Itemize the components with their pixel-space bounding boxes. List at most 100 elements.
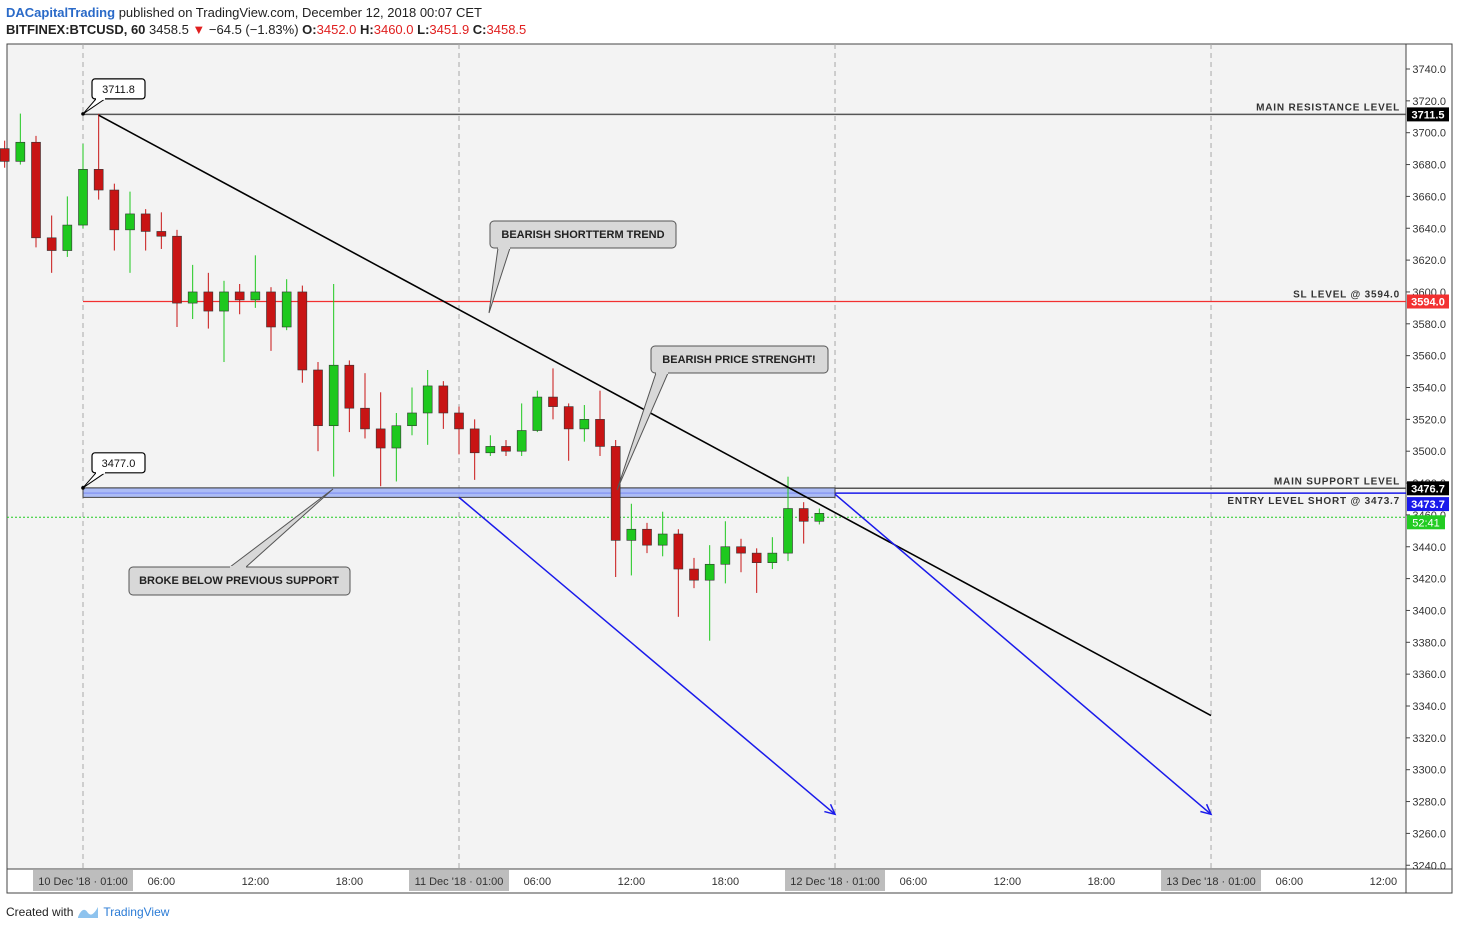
candle-body: [31, 141, 41, 239]
bearish-candle[interactable]: [140, 209, 151, 251]
open-value: 3452.0: [316, 22, 357, 37]
bearish-candle[interactable]: [454, 406, 464, 455]
candle-body: [203, 291, 214, 312]
bearish-candle[interactable]: [297, 285, 308, 383]
arrow-head-icon: [824, 803, 837, 816]
y-tick-label: 3500.0: [1412, 446, 1446, 458]
bullish-candle[interactable]: [767, 537, 778, 570]
bearish-candle[interactable]: [673, 529, 684, 617]
bearish-candle[interactable]: [469, 419, 480, 480]
candlesticks[interactable]: [0, 113, 825, 641]
callout-bearish-price-strength[interactable]: BEARISH PRICE STRENGHT!: [616, 345, 829, 491]
candle-body: [140, 213, 151, 232]
bullish-candle[interactable]: [783, 476, 793, 562]
price-marker[interactable]: 3477.0: [81, 452, 146, 490]
trend-lines[interactable]: [98, 114, 1213, 816]
candle-body: [297, 291, 308, 371]
bearish-candle[interactable]: [46, 215, 57, 273]
candle-body: [78, 169, 88, 226]
tradingview-link[interactable]: TradingView: [103, 905, 170, 919]
candle-body: [626, 528, 637, 541]
projection-arrow-1[interactable]: [458, 496, 836, 815]
price-axis[interactable]: [1406, 44, 1452, 869]
bullish-candle[interactable]: [704, 545, 715, 641]
candle-body: [532, 396, 543, 431]
bearish-candle[interactable]: [156, 212, 167, 249]
candle-body: [187, 291, 198, 304]
bearish-candle[interactable]: [548, 368, 558, 420]
candle-body: [391, 425, 402, 449]
x-tick-label: 06:00: [1276, 876, 1304, 888]
projection-arrow-2[interactable]: [834, 493, 1212, 815]
bullish-candle[interactable]: [516, 403, 527, 456]
bullish-candle[interactable]: [125, 191, 135, 273]
bullish-candle[interactable]: [15, 113, 26, 165]
bearish-candle[interactable]: [266, 287, 276, 351]
candle-body: [485, 446, 496, 454]
x-tick-label: 12:00: [618, 876, 646, 888]
bullish-candle[interactable]: [720, 521, 731, 584]
price-marker[interactable]: 3711.8: [81, 78, 146, 116]
bearish-candle[interactable]: [109, 183, 120, 251]
bearish-candle[interactable]: [375, 392, 386, 487]
created-with-text: Created with: [6, 905, 74, 919]
bearish-candle[interactable]: [0, 140, 10, 168]
bullish-candle[interactable]: [485, 435, 496, 456]
candle-body: [250, 291, 261, 301]
bullish-candle[interactable]: [657, 511, 668, 557]
candle-body: [814, 513, 825, 522]
bullish-candle[interactable]: [814, 508, 825, 525]
bearish-candle[interactable]: [563, 403, 574, 461]
author-link[interactable]: DACapitalTrading: [6, 5, 116, 20]
published-text: published on TradingView.com, December 1…: [118, 5, 482, 20]
open-label: O:: [302, 22, 317, 37]
bearish-trend-line[interactable]: [98, 114, 1212, 717]
bearish-candle[interactable]: [172, 229, 182, 327]
bearish-candle[interactable]: [689, 557, 699, 589]
candle-body: [125, 213, 135, 231]
bullish-candle[interactable]: [219, 280, 229, 363]
price-tag-main-resistance: [1407, 107, 1449, 122]
candle-body: [673, 533, 684, 570]
support-zone[interactable]: [82, 487, 836, 498]
bearish-candle[interactable]: [344, 360, 355, 433]
bearish-candle[interactable]: [610, 440, 621, 578]
bearish-candle[interactable]: [736, 538, 746, 573]
down-arrow-icon: ▼: [192, 22, 206, 37]
bearish-candle[interactable]: [438, 381, 449, 429]
price-markers[interactable]: 3711.8 3477.0: [81, 78, 146, 490]
price-axis-labels: 3240.0 3260.0 3280.0 3300.0 3320.0 3340.0 3360…: [1406, 64, 1446, 872]
bearish-candle[interactable]: [360, 373, 370, 439]
support-band[interactable]: [82, 487, 836, 498]
bearish-candle[interactable]: [313, 362, 323, 452]
bullish-candle[interactable]: [391, 412, 402, 482]
y-tick-label: 3280.0: [1412, 797, 1446, 809]
candle-body: [0, 148, 10, 162]
bearish-candle[interactable]: [501, 440, 511, 456]
bullish-candle[interactable]: [407, 387, 417, 436]
candle-body: [767, 552, 778, 563]
bearish-candle[interactable]: [595, 390, 605, 456]
bullish-candle[interactable]: [422, 369, 433, 445]
bullish-candle[interactable]: [78, 143, 88, 229]
bullish-candle[interactable]: [62, 196, 73, 257]
bullish-candle[interactable]: [281, 279, 292, 331]
callout-bearish-shortterm-trend[interactable]: BEARISH SHORTTERM TREND: [488, 220, 677, 314]
bullish-candle[interactable]: [579, 405, 590, 442]
callout-broke-below-support[interactable]: BROKE BELOW PREVIOUS SUPPORT: [128, 488, 351, 596]
bearish-candle[interactable]: [31, 135, 41, 248]
bearish-candle[interactable]: [93, 113, 104, 200]
bullish-candle[interactable]: [626, 503, 637, 576]
bullish-candle[interactable]: [532, 390, 543, 433]
bearish-candle[interactable]: [751, 548, 762, 593]
bearish-candle[interactable]: [642, 522, 652, 554]
bullish-candle[interactable]: [250, 255, 261, 308]
bullish-candle[interactable]: [187, 264, 198, 320]
bearish-candle[interactable]: [234, 283, 245, 315]
symbol-name: BITFINEX:BTCUSD, 60: [6, 22, 146, 37]
bearish-candle[interactable]: [798, 502, 809, 544]
bearish-candle[interactable]: [203, 272, 214, 329]
bullish-candle[interactable]: [328, 283, 339, 477]
x-tick-label: 12 Dec '18 · 01:00: [790, 876, 880, 888]
